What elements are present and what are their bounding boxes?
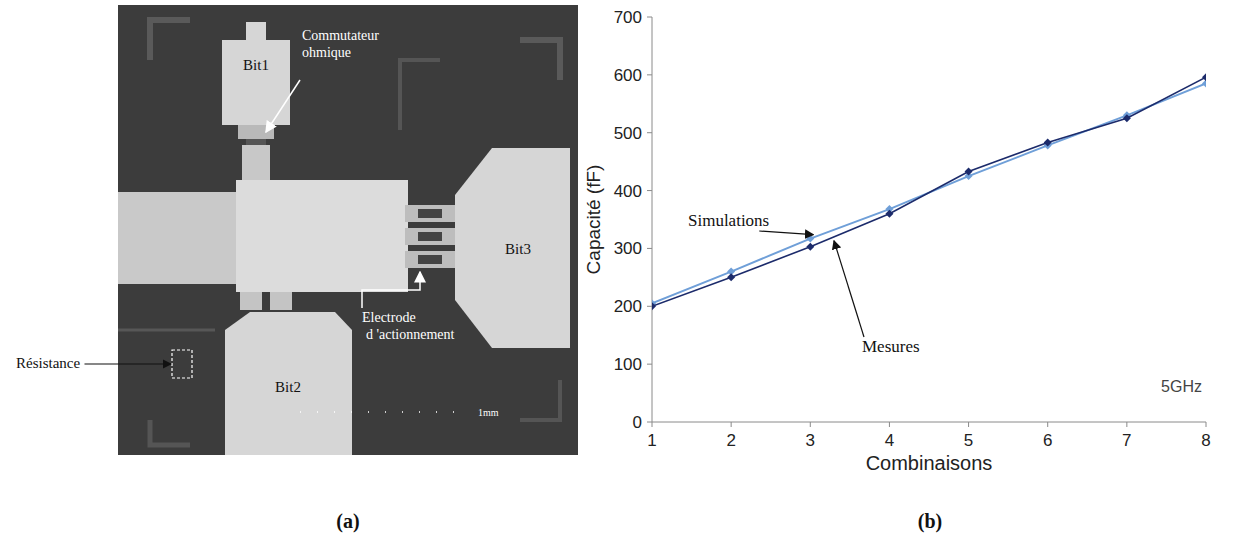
switch-arrow bbox=[266, 80, 300, 132]
y-axis bbox=[652, 17, 653, 422]
data-point bbox=[1044, 139, 1052, 147]
x-tick-label: 8 bbox=[1201, 431, 1210, 450]
data-point bbox=[1202, 80, 1206, 88]
electrode-arrow bbox=[362, 272, 420, 308]
background-structure bbox=[150, 20, 190, 60]
resistor-label: Résistance bbox=[16, 355, 80, 371]
x-tick bbox=[731, 422, 732, 427]
switch-label-line: Commutateur bbox=[302, 28, 379, 43]
panel-label: (b) bbox=[918, 510, 942, 533]
y-tick-label: 200 bbox=[614, 297, 642, 316]
y-tick bbox=[647, 190, 652, 191]
x-tick bbox=[1206, 422, 1207, 427]
scale-bar bbox=[300, 411, 470, 413]
y-tick-label: 400 bbox=[614, 182, 642, 201]
series-label-arrow bbox=[834, 241, 864, 337]
panel-a: Bit1 Bit3 Bit2 Commutateur ohmique Electrode d… bbox=[118, 5, 578, 455]
y-tick bbox=[647, 132, 652, 133]
series-label: Simulations bbox=[688, 211, 769, 230]
series-line bbox=[652, 77, 1206, 306]
series-label-arrow bbox=[759, 231, 813, 235]
bit3-pad bbox=[455, 148, 570, 348]
central-pad bbox=[236, 180, 408, 292]
panel-b: 0 100 200 300 400 500 600 700 1 2 3 4 5 6 7 8 Combinaiso… bbox=[583, 8, 1211, 474]
y-tick-label: 0 bbox=[633, 413, 642, 432]
background-structure bbox=[400, 60, 440, 130]
background-structure bbox=[150, 420, 190, 445]
y-tick bbox=[647, 364, 652, 365]
data-point bbox=[727, 273, 735, 281]
x-tick-label: 6 bbox=[1043, 431, 1052, 450]
ohmic-switch bbox=[242, 145, 270, 180]
y-tick bbox=[647, 17, 652, 18]
data-point bbox=[806, 243, 814, 251]
data-point bbox=[965, 167, 973, 175]
x-tick bbox=[1047, 422, 1048, 427]
bit2-pad bbox=[225, 312, 352, 455]
figure: Bit1 Bit3 Bit2 Commutateur ohmique Electrode d… bbox=[0, 0, 1236, 548]
data-point bbox=[885, 210, 893, 218]
x-tick-label: 2 bbox=[726, 431, 735, 450]
y-tick-label: 700 bbox=[614, 8, 642, 27]
panel-label: (a) bbox=[336, 510, 359, 533]
data-point bbox=[652, 302, 656, 310]
x-tick bbox=[968, 422, 969, 427]
y-tick-label: 300 bbox=[614, 239, 642, 258]
scale-label: 1mm bbox=[478, 407, 499, 418]
x-axis bbox=[652, 422, 1206, 423]
electrode-label-line: Electrode bbox=[362, 310, 416, 325]
y-tick bbox=[647, 422, 652, 423]
switch-label-line: ohmique bbox=[302, 45, 351, 60]
background-structure bbox=[520, 380, 560, 420]
background-structure bbox=[520, 40, 560, 80]
data-point bbox=[806, 235, 814, 243]
electrode-label: Electrode d 'actionnement bbox=[362, 310, 455, 342]
electrode-gap bbox=[418, 255, 442, 264]
x-axis-title: Combinaisons bbox=[866, 452, 993, 474]
electrode-gap bbox=[418, 232, 442, 241]
frequency-annotation: 5GHz bbox=[1161, 378, 1202, 395]
bit1-tab bbox=[246, 22, 266, 42]
resistor-arrow bbox=[84, 363, 171, 364]
y-tick bbox=[647, 306, 652, 307]
data-point bbox=[1202, 73, 1206, 81]
resistor-box bbox=[172, 350, 192, 378]
y-axis-title: Capacité (fF) bbox=[583, 165, 604, 275]
x-tick-label: 3 bbox=[806, 431, 815, 450]
plot-area bbox=[652, 73, 1206, 310]
switch-gap bbox=[246, 139, 266, 145]
bit2-label: Bit2 bbox=[275, 379, 301, 395]
y-tick bbox=[647, 248, 652, 249]
electrode-label-line: d 'actionnement bbox=[366, 327, 455, 342]
bit3-label: Bit3 bbox=[505, 241, 531, 257]
bit2-switch bbox=[270, 292, 292, 310]
background-structure bbox=[118, 329, 215, 332]
x-tick-label: 7 bbox=[1122, 431, 1131, 450]
actuation-electrode bbox=[405, 251, 455, 268]
x-tick bbox=[1126, 422, 1127, 427]
switch-label: Commutateur ohmique bbox=[302, 28, 379, 60]
x-tick bbox=[889, 422, 890, 427]
actuation-electrode bbox=[405, 205, 455, 222]
photo-background bbox=[118, 5, 578, 455]
x-tick-label: 5 bbox=[964, 431, 973, 450]
x-tick bbox=[810, 422, 811, 427]
data-point bbox=[1123, 114, 1131, 122]
y-tick-label: 100 bbox=[614, 355, 642, 374]
x-tick-label: 1 bbox=[647, 431, 656, 450]
actuation-electrode bbox=[405, 228, 455, 245]
y-tick bbox=[647, 74, 652, 75]
electrode-gap bbox=[418, 209, 442, 218]
y-tick-label: 600 bbox=[614, 66, 642, 85]
bit1-label: Bit1 bbox=[243, 57, 269, 73]
x-tick-label: 4 bbox=[885, 431, 894, 450]
y-tick-label: 500 bbox=[614, 124, 642, 143]
bit2-switch bbox=[240, 292, 262, 310]
x-tick bbox=[652, 422, 653, 427]
transmission-line bbox=[118, 192, 248, 284]
series-label: Mesures bbox=[862, 337, 920, 356]
